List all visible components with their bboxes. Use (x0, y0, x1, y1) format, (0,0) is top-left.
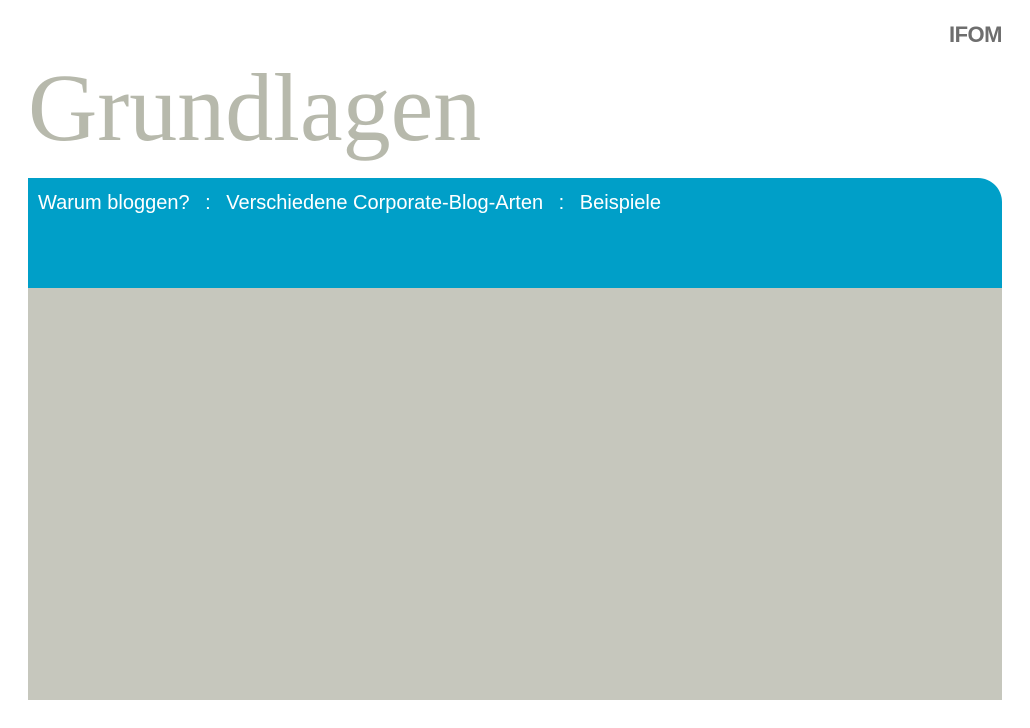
subtitle-item: Warum bloggen? (38, 192, 190, 214)
subtitle-separator: : (195, 192, 221, 215)
slide: IFOM Grundlagen Warum bloggen? : Verschi… (0, 0, 1030, 728)
subtitle-separator: : (549, 192, 575, 215)
subtitle-bar: Warum bloggen? : Verschiedene Corporate-… (28, 178, 1002, 288)
subtitle-item: Beispiele (580, 192, 661, 214)
subtitle-item: Verschiedene Corporate-Blog-Arten (226, 192, 543, 214)
slide-title: Grundlagen (28, 60, 481, 156)
subtitle-line: Warum bloggen? : Verschiedene Corporate-… (38, 192, 980, 215)
content-placeholder-block (28, 288, 1002, 700)
logo-text: IFOM (949, 22, 1002, 48)
